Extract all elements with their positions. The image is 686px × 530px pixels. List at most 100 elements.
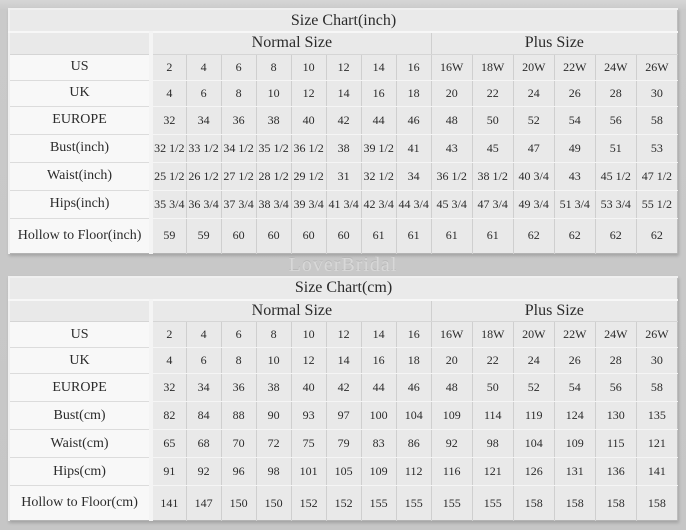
size-value-cell: 16 [395, 321, 432, 348]
size-value-cell: 40 [290, 373, 327, 402]
size-value-cell: 10 [255, 347, 292, 374]
size-value-cell: 136 [594, 457, 637, 486]
size-value-cell: 45 1/2 [594, 162, 637, 191]
size-value-cell: 8 [255, 321, 292, 348]
size-value-cell: 158 [512, 485, 555, 521]
size-value-cell: 79 [325, 429, 362, 458]
table-row: Bust(cm) 82 84 88 90 93 97 100 104 109 114 119 124 13… [9, 401, 678, 430]
size-value-cell: 158 [553, 485, 596, 521]
inch-table-body: US 2 4 6 8 10 12 14 16 16W 18W 20W 22W 24W 26W UK 4 6 8 10 1… [9, 54, 678, 253]
size-value-cell: 68 [185, 429, 222, 458]
table-row: US 2 4 6 8 10 12 14 16 16W 18W 20W 22W 24W 26W [9, 321, 678, 348]
row-label: US [9, 321, 154, 348]
cm-table-group-header-row: Normal Size Plus Size [9, 299, 678, 322]
row-label: Waist(cm) [9, 429, 154, 458]
row-label: Hollow to Floor(inch) [9, 218, 154, 253]
size-value-cell: 90 [255, 401, 292, 430]
size-value-cell: 16 [395, 54, 432, 81]
size-value-cell: 58 [635, 106, 678, 135]
size-value-cell: 10 [255, 80, 292, 107]
row-label: US [9, 54, 154, 81]
size-value-cell: 141 [150, 485, 187, 521]
size-value-cell: 38 [255, 106, 292, 135]
size-value-cell: 152 [290, 485, 327, 521]
size-value-cell: 61 [430, 218, 473, 253]
table-row: Hips(inch) 35 3/4 36 3/4 37 3/4 38 3/4 39 3/4… [9, 190, 678, 219]
size-value-cell: 53 3/4 [594, 190, 637, 219]
size-value-cell: 72 [255, 429, 292, 458]
size-value-cell: 155 [471, 485, 514, 521]
size-value-cell: 155 [395, 485, 432, 521]
size-value-cell: 26 [553, 347, 596, 374]
size-value-cell: 41 [395, 134, 432, 163]
cm-table-plus-size-header: Plus Size [430, 299, 678, 322]
size-value-cell: 43 [553, 162, 596, 191]
size-value-cell: 47 [512, 134, 555, 163]
size-value-cell: 10 [290, 54, 327, 81]
inch-table-corner-cell [9, 32, 154, 55]
size-value-cell: 8 [255, 54, 292, 81]
size-value-cell: 54 [553, 106, 596, 135]
size-value-cell: 36 1/2 [430, 162, 473, 191]
size-value-cell: 14 [360, 321, 397, 348]
size-value-cell: 20 [430, 80, 473, 107]
size-value-cell: 130 [594, 401, 637, 430]
size-value-cell: 25 1/2 [150, 162, 187, 191]
size-value-cell: 22 [471, 347, 514, 374]
cm-table-body: US 2 4 6 8 10 12 14 16 16W 18W 20W 22W 24W 26W UK 4 6 8 10 1… [9, 321, 678, 521]
size-value-cell: 12 [290, 80, 327, 107]
size-value-cell: 35 1/2 [255, 134, 292, 163]
row-label: Waist(inch) [9, 162, 154, 191]
row-label: Hips(cm) [9, 457, 154, 486]
row-label: UK [9, 347, 154, 374]
size-value-cell: 155 [430, 485, 473, 521]
size-value-cell: 34 [395, 162, 432, 191]
size-chart-cm-table: Size Chart(cm) Normal Size Plus Size US 2… [8, 275, 678, 521]
size-value-cell: 141 [635, 457, 678, 486]
size-value-cell: 16 [360, 80, 397, 107]
size-value-cell: 58 [635, 373, 678, 402]
size-value-cell: 60 [220, 218, 257, 253]
size-value-cell: 6 [220, 54, 257, 81]
size-value-cell: 4 [185, 54, 222, 81]
size-value-cell: 93 [290, 401, 327, 430]
size-value-cell: 44 3/4 [395, 190, 432, 219]
size-value-cell: 24 [512, 347, 555, 374]
size-value-cell: 86 [395, 429, 432, 458]
size-value-cell: 36 [220, 373, 257, 402]
size-value-cell: 34 [185, 106, 222, 135]
table-row: EUROPE 32 34 36 38 40 42 44 46 48 50 52 54 56 58 [9, 373, 678, 402]
size-value-cell: 158 [635, 485, 678, 521]
size-value-cell: 126 [512, 457, 555, 486]
size-value-cell: 18W [471, 54, 514, 81]
size-value-cell: 114 [471, 401, 514, 430]
size-value-cell: 28 [594, 80, 637, 107]
size-value-cell: 116 [430, 457, 473, 486]
size-value-cell: 24 [512, 80, 555, 107]
size-value-cell: 98 [471, 429, 514, 458]
size-value-cell: 31 [325, 162, 362, 191]
table-row: Hollow to Floor(cm) 141 147 150 150 152 152 155… [9, 485, 678, 521]
size-value-cell: 32 [150, 373, 187, 402]
size-value-cell: 24W [594, 54, 637, 81]
size-value-cell: 6 [185, 80, 222, 107]
row-label: EUROPE [9, 373, 154, 402]
size-value-cell: 12 [290, 347, 327, 374]
size-value-cell: 50 [471, 106, 514, 135]
size-value-cell: 65 [150, 429, 187, 458]
size-value-cell: 152 [325, 485, 362, 521]
table-row: Bust(inch) 32 1/2 33 1/2 34 1/2 35 1/2 36 1/2… [9, 134, 678, 163]
size-value-cell: 97 [325, 401, 362, 430]
size-value-cell: 38 3/4 [255, 190, 292, 219]
size-value-cell: 30 [635, 80, 678, 107]
size-value-cell: 27 1/2 [220, 162, 257, 191]
size-value-cell: 83 [360, 429, 397, 458]
size-value-cell: 101 [290, 457, 327, 486]
size-value-cell: 52 [512, 106, 555, 135]
size-value-cell: 53 [635, 134, 678, 163]
size-value-cell: 20W [512, 54, 555, 81]
cm-table-normal-size-header: Normal Size [150, 299, 432, 322]
size-value-cell: 18 [395, 80, 432, 107]
size-value-cell: 109 [553, 429, 596, 458]
